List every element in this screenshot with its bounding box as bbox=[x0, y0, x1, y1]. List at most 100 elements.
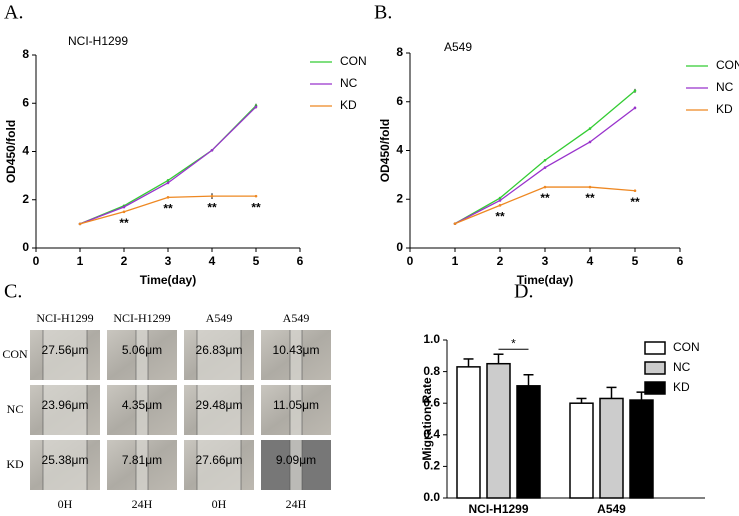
measurement: 27.66μm bbox=[196, 453, 243, 467]
scratch-gap bbox=[197, 385, 241, 435]
x-axis-label: Time(day) bbox=[140, 273, 196, 287]
legend-swatch bbox=[644, 361, 666, 375]
measurement: 27.56μm bbox=[42, 343, 89, 357]
legend-label: CON bbox=[673, 340, 700, 354]
legend-label: CON bbox=[340, 54, 367, 68]
significance-mark: ** bbox=[585, 191, 595, 205]
y-tick-label: 8 bbox=[22, 47, 29, 61]
y-tick-label: 1.0 bbox=[423, 332, 440, 346]
y-axis-label: OD450/fold bbox=[378, 119, 392, 182]
line bbox=[454, 107, 636, 225]
measurement: 23.96μm bbox=[42, 398, 89, 412]
legend-label: KD bbox=[716, 102, 733, 116]
measurement: 11.05μm bbox=[273, 398, 319, 412]
point bbox=[254, 105, 258, 109]
x-tick-label: A549 bbox=[597, 502, 626, 516]
y-tick-label: 4 bbox=[22, 144, 29, 158]
column-label: NCI-H1299 bbox=[113, 311, 170, 325]
chart-title: NCI-H1299 bbox=[68, 34, 128, 48]
x-tick-label: 6 bbox=[677, 254, 684, 268]
x-tick-label: 5 bbox=[253, 254, 260, 268]
row-label: KD bbox=[6, 457, 24, 471]
scratch-gap bbox=[290, 330, 302, 380]
legend-label: KD bbox=[340, 98, 357, 112]
scratch-gap bbox=[197, 330, 241, 380]
point bbox=[588, 127, 592, 130]
measurement: 29.48μm bbox=[196, 398, 243, 412]
measurement: 9.09μm bbox=[276, 453, 316, 467]
scratch-gap bbox=[43, 330, 87, 380]
y-tick-label: 8 bbox=[396, 45, 403, 59]
y-tick-label: 0.6 bbox=[423, 395, 440, 409]
y-tick-label: 2 bbox=[396, 191, 403, 205]
legend-label: CON bbox=[716, 58, 739, 72]
point bbox=[543, 185, 547, 189]
significance-mark: ** bbox=[495, 210, 505, 224]
significance-mark: ** bbox=[207, 200, 217, 214]
column-label: A549 bbox=[206, 311, 233, 325]
x-tick-label: NCI-H1299 bbox=[468, 502, 528, 516]
scratch-gap bbox=[290, 440, 302, 490]
measurement: 5.06μm bbox=[122, 343, 162, 357]
point bbox=[78, 222, 82, 226]
scratch-gap bbox=[136, 330, 148, 380]
measurement: 10.43μm bbox=[273, 343, 320, 357]
x-tick-label: 0 bbox=[407, 254, 414, 268]
y-tick-label: 2 bbox=[22, 192, 29, 206]
x-tick-label: 1 bbox=[77, 254, 84, 268]
x-tick-label: 2 bbox=[497, 254, 504, 268]
point bbox=[254, 194, 258, 198]
significance-mark: ** bbox=[630, 195, 640, 209]
significance-mark: ** bbox=[251, 200, 261, 214]
time-label: 0H bbox=[58, 497, 73, 511]
point bbox=[166, 196, 170, 199]
significance-mark: ** bbox=[540, 191, 550, 205]
bar bbox=[569, 402, 594, 499]
point bbox=[166, 181, 170, 185]
time-label: 24H bbox=[286, 497, 307, 511]
significance-mark: ** bbox=[163, 202, 173, 216]
point bbox=[122, 205, 126, 209]
x-tick-label: 4 bbox=[209, 254, 216, 268]
point bbox=[498, 204, 502, 207]
column-label: A549 bbox=[283, 311, 310, 325]
scratch-gap bbox=[43, 385, 87, 435]
bar bbox=[486, 362, 511, 499]
column-label: NCI-H1299 bbox=[36, 311, 93, 325]
point bbox=[588, 185, 592, 189]
legend-label: NC bbox=[340, 76, 358, 90]
y-tick-label: 0.2 bbox=[423, 459, 440, 473]
x-tick-label: 2 bbox=[121, 254, 128, 268]
y-tick-label: 0.8 bbox=[423, 364, 440, 378]
x-tick-label: 3 bbox=[165, 254, 172, 268]
y-tick-label: 0 bbox=[396, 240, 403, 254]
point bbox=[633, 189, 637, 193]
bar bbox=[516, 385, 541, 499]
point bbox=[588, 140, 592, 144]
point bbox=[498, 196, 502, 200]
legend-swatch bbox=[644, 381, 666, 395]
point bbox=[543, 158, 547, 162]
time-label: 24H bbox=[132, 497, 153, 511]
y-tick-label: 0 bbox=[22, 240, 29, 254]
point bbox=[633, 89, 637, 93]
y-axis-label: OD450/fold bbox=[4, 120, 18, 183]
panel-label: C. bbox=[4, 281, 22, 303]
measurement: 26.83μm bbox=[196, 343, 243, 357]
measurement: 7.81μm bbox=[122, 453, 162, 467]
scratch-gap bbox=[136, 440, 148, 490]
row-label: NC bbox=[7, 402, 24, 416]
chart-title: A549 bbox=[444, 40, 472, 54]
panel-label: A. bbox=[4, 2, 23, 24]
y-axis-label: Migration Rate bbox=[420, 377, 434, 461]
y-tick-label: 4 bbox=[396, 143, 403, 157]
point bbox=[453, 222, 457, 225]
scratch-gap bbox=[197, 440, 241, 490]
point bbox=[543, 166, 547, 169]
scratch-gap bbox=[43, 440, 87, 490]
y-tick-label: 0.0 bbox=[423, 490, 440, 504]
legend-label: NC bbox=[673, 360, 691, 374]
point bbox=[210, 148, 214, 152]
measurement: 25.38μm bbox=[42, 453, 89, 467]
